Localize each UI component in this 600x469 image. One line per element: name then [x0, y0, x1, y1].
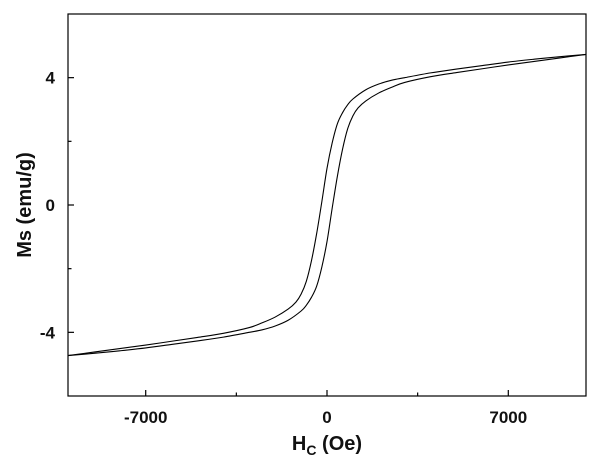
x-tick-label: -7000	[124, 408, 167, 427]
tick-labels: -7000 0 7000 -4 0 4	[40, 69, 527, 427]
x-axis-label-subscript: C	[306, 442, 316, 458]
x-tick-label: 7000	[489, 408, 527, 427]
hysteresis-branch-ascending	[67, 53, 587, 357]
y-axis-label: Ms (emu/g)	[14, 152, 36, 258]
x-axis-label: HC (Oe)	[292, 433, 362, 458]
hysteresis-branch-descending	[67, 53, 587, 357]
plot-frame	[67, 13, 587, 397]
y-tick-label: 4	[46, 69, 56, 88]
x-tick-label: 0	[322, 408, 331, 427]
axis-ticks	[68, 77, 509, 396]
x-axis-label-unit: (Oe)	[317, 433, 363, 455]
curve-layer	[67, 53, 587, 357]
y-tick-label: -4	[40, 323, 56, 342]
x-axis-label-main: H	[292, 433, 306, 455]
y-tick-label: 0	[46, 196, 55, 215]
